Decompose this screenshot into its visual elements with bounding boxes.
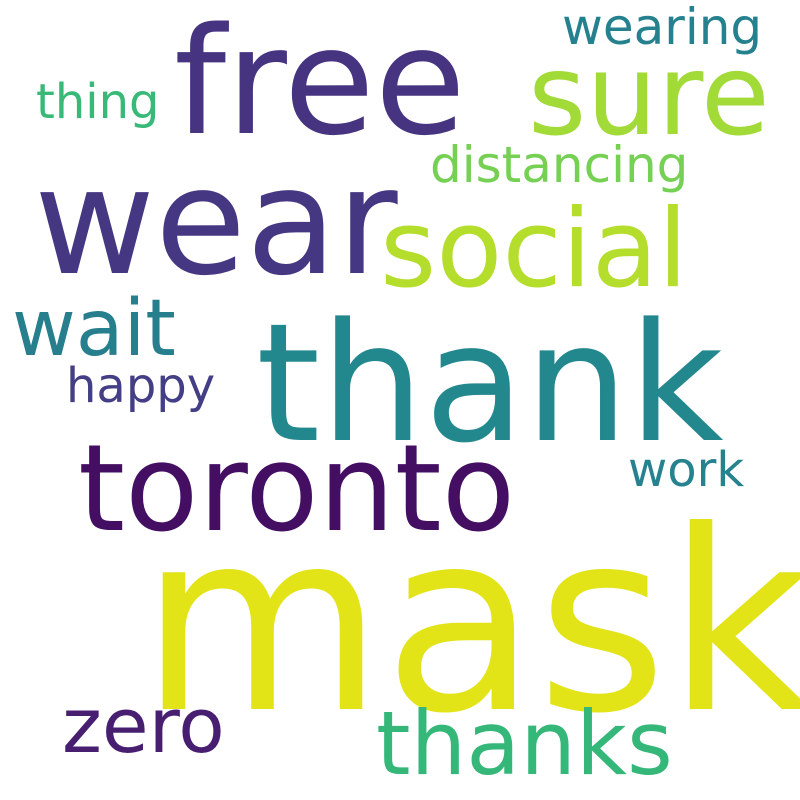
word-wearing: wearing: [562, 0, 763, 56]
word-thanks: thanks: [376, 692, 673, 795]
word-happy: happy: [66, 358, 216, 414]
word-work: work: [628, 442, 745, 498]
word-zero: zero: [62, 681, 225, 770]
word-mask: mask: [140, 477, 800, 768]
word-thank: thank: [256, 288, 724, 479]
word-social: social: [380, 187, 688, 312]
word-sure: sure: [528, 31, 770, 161]
word-free: free: [174, 0, 466, 168]
word-thing: thing: [36, 74, 160, 130]
word-wait: wait: [12, 284, 176, 374]
word-distancing: distancing: [430, 136, 689, 194]
word-toronto: toronto: [78, 420, 516, 559]
word-wear: wear: [34, 136, 398, 308]
